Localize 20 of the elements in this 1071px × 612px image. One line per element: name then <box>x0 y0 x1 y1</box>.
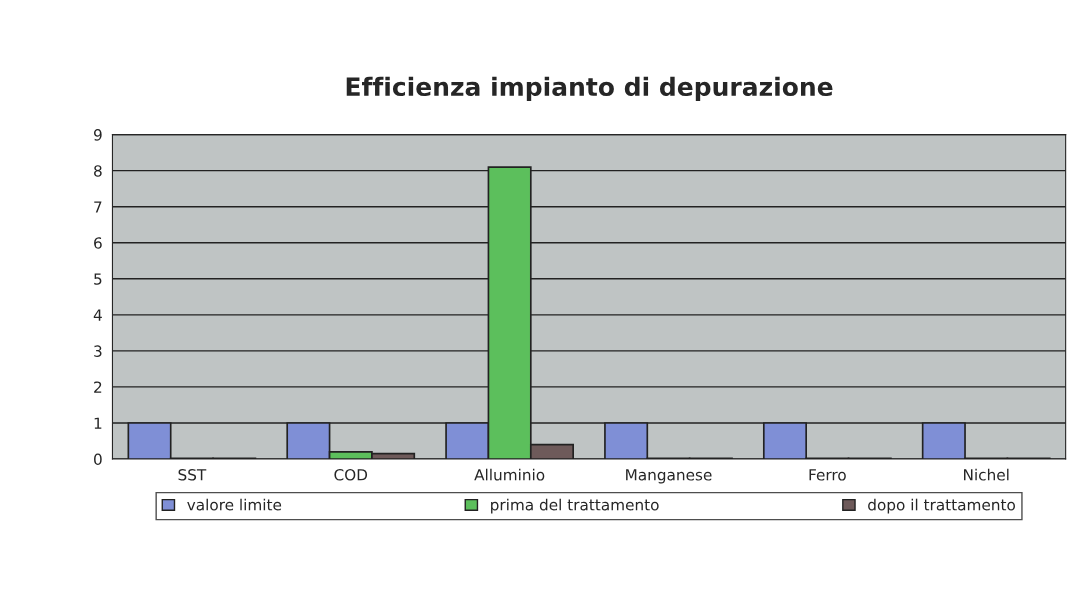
y-tick-label: 8 <box>94 165 102 177</box>
y-tick-label: 7 <box>94 201 102 213</box>
legend-label: prima del trattamento <box>491 498 659 514</box>
y-tick-label: 0 <box>94 453 102 466</box>
y-tick-label: 4 <box>93 309 102 321</box>
x-tick-label: SST <box>178 468 207 481</box>
legend-label: valore limite <box>187 498 282 511</box>
chart-title: Efficienza impianto di depurazione <box>346 76 833 101</box>
y-tick-label: 1 <box>94 417 102 429</box>
y-tick-label: 3 <box>94 345 102 357</box>
y-tick-label: 9 <box>93 129 102 141</box>
x-tick-label: Manganese <box>626 469 712 484</box>
y-tick-label: 2 <box>94 381 102 393</box>
x-tick-label: Nichel <box>964 468 1009 481</box>
y-tick-label: 6 <box>94 237 102 249</box>
x-tick-label: Alluminio <box>474 468 545 481</box>
x-tick-label: Ferro <box>809 469 846 481</box>
y-tick-label: 5 <box>94 273 102 285</box>
legend-label: dopo il trattamento <box>868 498 1015 514</box>
x-tick-label: COD <box>334 468 368 481</box>
